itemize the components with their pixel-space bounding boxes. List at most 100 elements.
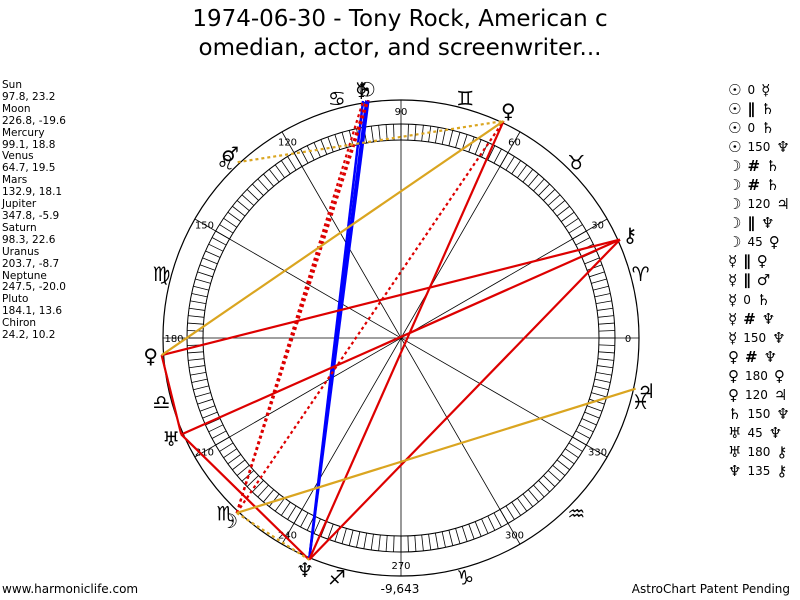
degree-tick bbox=[594, 293, 611, 298]
aspect-planet-2: ♄ bbox=[766, 176, 780, 195]
degree-tick bbox=[511, 160, 521, 175]
aspect-planet-1: ☽ bbox=[728, 176, 742, 195]
degree-tick bbox=[597, 315, 614, 318]
planet-name: Uranus bbox=[2, 245, 40, 258]
aspect-planet-2: ♆ bbox=[760, 214, 775, 233]
aspect-planet-2: ♀ bbox=[773, 366, 785, 385]
degree-tick bbox=[448, 130, 454, 146]
degree-tick bbox=[341, 528, 347, 544]
degree-tick bbox=[211, 430, 227, 439]
aspect-planet-2: ♃ bbox=[776, 195, 790, 214]
aspect-row: ♀ # ♆ bbox=[728, 347, 790, 366]
aspect-line bbox=[236, 512, 310, 561]
degree-tick bbox=[252, 183, 264, 196]
degree-tick bbox=[257, 178, 269, 192]
degree-tick bbox=[564, 218, 579, 228]
degree-tick bbox=[195, 278, 211, 284]
degree-tick bbox=[268, 169, 280, 183]
degree-tick bbox=[263, 489, 275, 503]
zodiac-sign-icon: ♏ bbox=[217, 501, 235, 525]
degree-tick bbox=[219, 442, 234, 452]
degree-tick bbox=[487, 515, 496, 531]
degree-tick bbox=[211, 237, 227, 246]
aspect-line bbox=[308, 238, 621, 561]
aspect-row: ☽ # ♄ bbox=[728, 156, 790, 175]
degree-tick bbox=[547, 470, 561, 482]
aspect-symbol: 120 bbox=[745, 388, 768, 403]
aspect-row: ☿ 150 ♆ bbox=[728, 328, 790, 347]
planet-glyph-icon: ♆ bbox=[296, 558, 314, 582]
aspect-symbol: 0 bbox=[747, 82, 756, 97]
degree-tick bbox=[552, 464, 566, 476]
aspect-row: ♅ 180 ⚷ bbox=[728, 443, 790, 462]
degree-tick bbox=[363, 532, 368, 549]
planet-position: 97.8, 23.2 bbox=[2, 90, 56, 103]
aspect-line bbox=[236, 387, 636, 515]
degree-tick bbox=[187, 322, 204, 325]
degree-tick bbox=[448, 530, 454, 546]
aspect-symbol: 180 bbox=[745, 368, 768, 383]
aspect-planet-1: ☽ bbox=[728, 214, 742, 233]
degree-tick bbox=[232, 459, 246, 471]
degree-tick bbox=[517, 164, 528, 179]
degree-tick bbox=[517, 497, 528, 512]
degree-tick bbox=[568, 442, 583, 452]
degree-tick bbox=[547, 194, 561, 206]
degree-tick bbox=[287, 505, 297, 520]
zodiac-sign-icon: ♍ bbox=[152, 262, 170, 286]
degree-tick bbox=[533, 178, 545, 192]
aspect-symbol: ∥ bbox=[747, 214, 755, 233]
bottom-value: -9,643 bbox=[380, 582, 420, 596]
degree-tick bbox=[493, 148, 502, 164]
planet-name: Pluto bbox=[2, 293, 29, 306]
degree-tick bbox=[538, 480, 550, 493]
aspect-symbol: 0 bbox=[747, 120, 756, 135]
aspect-symbol: 150 bbox=[747, 139, 771, 154]
aspect-symbol: 45 bbox=[747, 426, 763, 441]
degree-tick bbox=[385, 535, 388, 552]
degree-tick bbox=[370, 534, 374, 550]
degree-tick bbox=[586, 405, 603, 412]
planet-name: Neptune bbox=[2, 269, 47, 282]
aspect-line bbox=[161, 238, 621, 357]
degree-tick bbox=[378, 125, 381, 142]
degree-tick bbox=[527, 489, 539, 503]
degree-tick bbox=[461, 134, 468, 150]
degree-label: 60 bbox=[508, 137, 521, 148]
degree-tick bbox=[581, 418, 597, 426]
aspect-planet-1: ♀ bbox=[728, 347, 739, 366]
degree-tick bbox=[522, 493, 534, 507]
degree-tick bbox=[468, 523, 475, 540]
degree-tick bbox=[208, 424, 224, 433]
zodiac-sign-icon: ♎ bbox=[152, 390, 170, 414]
aspect-row: ☿ ∥ ♂ bbox=[728, 271, 790, 290]
aspect-planet-1: ☿ bbox=[728, 309, 738, 328]
degree-tick bbox=[287, 156, 297, 171]
degree-tick bbox=[597, 365, 613, 369]
aspect-row: ♅ 45 ♆ bbox=[728, 424, 790, 443]
planet-glyph-icon: ☿ bbox=[355, 78, 367, 102]
degree-tick bbox=[327, 136, 334, 153]
footer-patent-notice: AstroChart Patent Pending bbox=[631, 582, 790, 596]
degree-tick bbox=[414, 124, 417, 141]
degree-tick bbox=[348, 530, 354, 546]
planet-glyph-icon: ♀ bbox=[143, 344, 158, 368]
degree-tick bbox=[487, 145, 496, 161]
degree-tick bbox=[356, 531, 361, 548]
degree-label: 120 bbox=[278, 137, 297, 148]
aspect-planet-2: ♆ bbox=[763, 347, 778, 366]
aspect-symbol: 150 bbox=[743, 330, 767, 345]
aspect-line bbox=[308, 120, 505, 561]
degree-tick bbox=[246, 475, 259, 487]
aspect-planet-2: ♀ bbox=[756, 252, 768, 271]
aspect-row: ☉ 0 ☿ bbox=[728, 80, 790, 99]
degree-tick bbox=[533, 484, 545, 498]
planet-name: Moon bbox=[2, 102, 31, 115]
aspect-planet-1: ☉ bbox=[728, 137, 742, 156]
degree-tick bbox=[493, 512, 502, 528]
degree-tick bbox=[407, 535, 409, 552]
footer-website[interactable]: www.harmoniclife.com bbox=[2, 582, 139, 596]
aspect-row: ☽ 120 ♃ bbox=[728, 195, 790, 214]
degree-tick bbox=[474, 139, 482, 155]
degree-tick bbox=[236, 200, 250, 212]
